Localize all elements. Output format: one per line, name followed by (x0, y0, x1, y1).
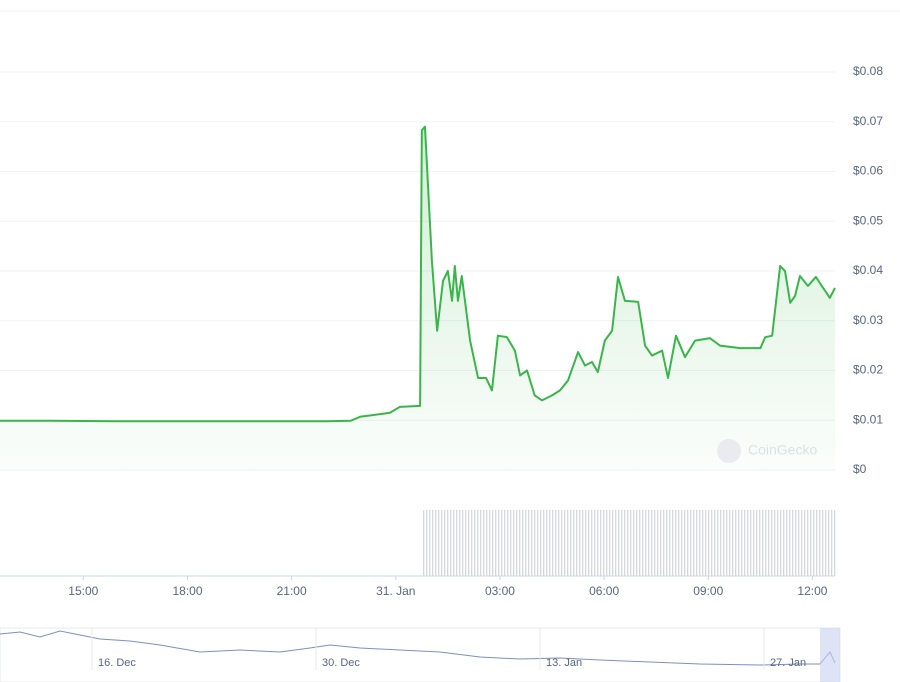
y-tick-label: $0.08 (853, 64, 883, 78)
navigator-selection[interactable] (820, 628, 840, 682)
y-tick-label: $0.02 (853, 363, 883, 377)
navigator-label: 27. Jan (770, 657, 806, 669)
x-tick-label: 06:00 (589, 584, 619, 598)
x-tick-label: 21:00 (277, 584, 307, 598)
x-tick-label: 09:00 (693, 584, 723, 598)
y-tick-label: $0 (853, 462, 867, 476)
navigator-label: 30. Dec (322, 657, 360, 669)
y-tick-label: $0.04 (853, 263, 883, 277)
price-line (0, 125, 836, 423)
navigator-label: 13. Jan (546, 657, 582, 669)
x-tick-label: 31. Jan (376, 584, 415, 598)
x-tick-label: 15:00 (68, 584, 98, 598)
watermark: CoinGecko (717, 439, 817, 463)
y-tick-label: $0.06 (853, 164, 883, 178)
x-tick-label: 03:00 (485, 584, 515, 598)
y-tick-label: $0.01 (853, 412, 883, 426)
watermark-text: CoinGecko (748, 442, 817, 458)
y-tick-label: $0.07 (853, 114, 883, 128)
y-tick-label: $0.05 (853, 213, 883, 227)
x-tick-label: 18:00 (172, 584, 202, 598)
watermark-logo (717, 439, 741, 463)
navigator (0, 627, 841, 682)
navigator-line (0, 630, 836, 666)
volume-bars (423, 510, 836, 576)
y-tick-label: $0.03 (853, 313, 883, 327)
navigator-label: 16. Dec (98, 657, 136, 669)
x-tick-label: 12:00 (797, 584, 827, 598)
area (0, 126, 835, 470)
